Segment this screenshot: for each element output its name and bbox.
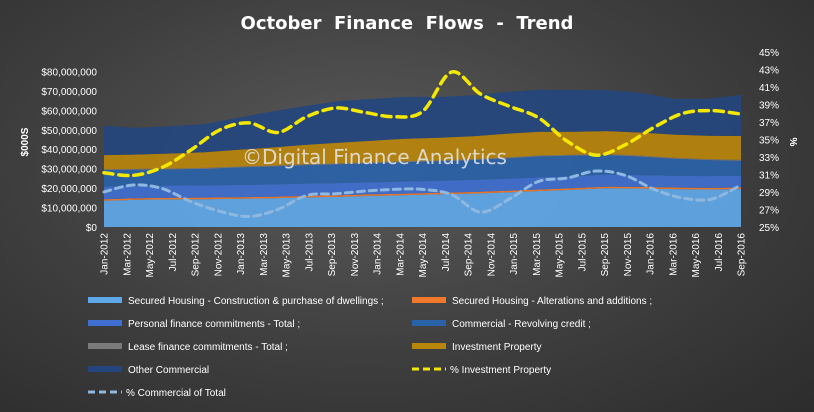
- x-tick-label: Jul-2015: [577, 233, 588, 272]
- legend-label: Lease finance commitments - Total ;: [128, 342, 288, 353]
- chart-title: October Finance Flows - Trend: [241, 13, 574, 34]
- x-tick-label: Nov-2014: [486, 233, 497, 277]
- x-tick-label: May-2012: [145, 233, 156, 278]
- legend-swatch: [412, 343, 446, 349]
- area-series-1: [104, 186, 741, 201]
- x-tick-label: Nov-2012: [213, 233, 224, 277]
- legend-label: Other Commercial: [128, 365, 209, 376]
- x-tick-label: Mar-2015: [532, 233, 543, 276]
- y-tick-label: $40,000,000: [41, 145, 97, 156]
- y2-tick-label: 39%: [759, 101, 779, 112]
- y2-tick-label: 33%: [759, 153, 779, 164]
- area-series-4: [104, 154, 741, 170]
- watermark-text: ©Digital Finance Analytics: [242, 145, 507, 169]
- x-tick-label: Sep-2016: [737, 233, 748, 277]
- y-axis-ticks: $0 $10,000,000 $20,000,000 $30,000,000 $40,0…: [41, 67, 97, 234]
- y-tick-label: $80,000,000: [41, 67, 97, 78]
- area-series-3: [104, 155, 741, 187]
- area-series-5: [104, 131, 741, 170]
- y2-tick-label: 25%: [759, 223, 779, 234]
- x-tick-label: Nov-2013: [350, 233, 361, 277]
- y2-tick-label: 45%: [759, 48, 779, 59]
- x-tick-label: May-2016: [691, 233, 702, 278]
- x-tick-label: Jul-2016: [714, 233, 725, 272]
- x-tick-label: Jan-2014: [373, 233, 384, 275]
- legend-swatch: [88, 343, 122, 349]
- y-tick-label: $30,000,000: [41, 165, 97, 176]
- y-tick-label: $0: [86, 223, 98, 234]
- x-tick-label: Jul-2012: [168, 233, 179, 272]
- y2-tick-label: 29%: [759, 188, 779, 199]
- x-tick-label: Nov-2015: [623, 233, 634, 277]
- y-tick-label: $70,000,000: [41, 87, 97, 98]
- area-series-2: [104, 174, 741, 200]
- y2-axis-ticks: 25% 27% 29% 31% 33% 35% 37% 39% 41% 43% 45%: [759, 48, 779, 234]
- legend-label: Investment Property: [452, 342, 541, 353]
- x-tick-label: Jan-2013: [236, 233, 247, 275]
- y2-tick-label: 41%: [759, 83, 779, 94]
- y-tick-label: $60,000,000: [41, 106, 97, 117]
- x-axis-ticks: Jan-2012 Mar-2012 May-2012 Jul-2012 Sep-2012…: [100, 233, 748, 278]
- chart-legend: Secured Housing - Construction & purchas…: [88, 296, 652, 399]
- x-tick-label: Sep-2014: [464, 233, 475, 277]
- stacked-areas: [104, 89, 741, 227]
- x-tick-label: May-2014: [418, 233, 429, 278]
- x-tick-label: Jan-2016: [646, 233, 657, 275]
- legend-swatch: [88, 320, 122, 326]
- x-tick-label: Mar-2014: [395, 233, 406, 276]
- x-tick-label: Jan-2015: [509, 233, 520, 275]
- legend-label: Personal finance commitments - Total ;: [128, 319, 300, 330]
- x-tick-label: Jan-2012: [100, 233, 111, 275]
- y2-tick-label: 35%: [759, 136, 779, 147]
- y-tick-label: $10,000,000: [41, 204, 97, 215]
- y2-tick-label: 31%: [759, 171, 779, 182]
- legend-label: Secured Housing - Alterations and additi…: [452, 296, 652, 307]
- y-tick-label: $20,000,000: [41, 184, 97, 195]
- legend-swatch: [412, 320, 446, 326]
- x-tick-label: Mar-2013: [259, 233, 270, 276]
- y-tick-label: $50,000,000: [41, 126, 97, 137]
- y2-axis-label: %: [787, 138, 798, 147]
- x-tick-label: Jul-2013: [304, 233, 315, 272]
- x-tick-label: Sep-2012: [191, 233, 202, 277]
- y2-tick-label: 43%: [759, 66, 779, 77]
- x-tick-label: May-2013: [282, 233, 293, 278]
- area-series-0: [104, 188, 741, 227]
- x-tick-label: May-2015: [555, 233, 566, 278]
- x-tick-label: Sep-2015: [600, 233, 611, 277]
- x-tick-label: Sep-2013: [327, 233, 338, 277]
- legend-label: Commercial - Revolving credit ;: [452, 319, 591, 330]
- legend-swatch: [88, 297, 122, 303]
- x-tick-label: Mar-2016: [668, 233, 679, 276]
- legend-label: Secured Housing - Construction & purchas…: [128, 296, 384, 307]
- y-axis-label: $000S: [20, 127, 31, 156]
- x-tick-label: Jul-2014: [441, 233, 452, 272]
- line-series-0: [102, 70, 743, 178]
- legend-label: % Investment Property: [450, 365, 551, 376]
- legend-swatch: [412, 297, 446, 303]
- area-series-6: [104, 89, 741, 156]
- x-tick-label: Mar-2012: [122, 233, 133, 276]
- line-series-1: [102, 169, 743, 219]
- legend-swatch: [88, 366, 122, 372]
- y2-tick-label: 27%: [759, 206, 779, 217]
- legend-label: % Commercial of Total: [126, 388, 226, 399]
- percent-lines: [102, 70, 743, 219]
- y2-tick-label: 37%: [759, 118, 779, 129]
